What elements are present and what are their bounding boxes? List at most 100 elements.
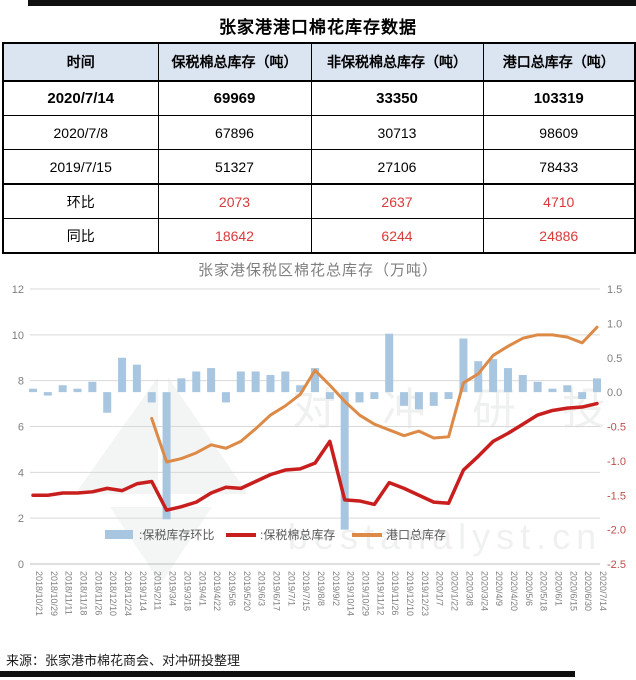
bar [103,392,112,413]
x-axis-label: 2019/3/18 [182,571,192,611]
bar [459,338,468,393]
bar [533,381,542,393]
bar [192,371,201,393]
column-header: 港口总库存（吨） [482,42,636,82]
bar [207,368,216,393]
bar [236,371,245,393]
bar [221,392,230,403]
table-row: 2020/7/14 69969 33350 103319 [2,80,636,116]
bar [340,392,349,530]
bar [578,392,587,399]
legend-label: :保税库存环比 [139,527,214,542]
x-axis-label: 2019/4/22 [212,571,222,611]
x-axis-label: 2019/5/20 [242,571,252,611]
x-axis-label: 2020/1/7 [435,571,445,606]
x-axis-label: 2020/3/24 [479,571,489,611]
x-axis-label: 2019/6/17 [271,571,281,611]
row-label: 2020/7/14 [2,80,159,116]
table-cell: 78433 [482,149,636,185]
table-cell: 6244 [310,218,484,254]
table-cell: 98609 [482,115,636,150]
x-axis-label: 2019/7/1 [286,571,296,606]
line-series [31,401,599,512]
x-axis-label: 2018/12/10 [108,571,118,616]
bar [177,378,186,393]
table-cell: 2637 [310,183,484,219]
table-cell: 27106 [310,149,484,185]
legend-label: 港口总库存 [386,527,446,542]
bar-series [29,333,601,530]
column-header: 保税棉总库存（吨） [157,42,312,82]
bar [281,371,290,393]
chart-title: 张家港保税区棉花总库存（万吨） [198,262,438,279]
x-axis-label: 2020/6/15 [568,571,578,611]
x-axis-label: 2019/11/26 [390,571,400,615]
bar [162,392,171,520]
bar [400,392,409,406]
inventory-table: 时间 保税棉总库存（吨） 非保税棉总库存（吨） 港口总库存（吨） 2020/7/14 6… [2,42,636,254]
table-cell: 51327 [157,149,312,185]
table-row: 2019/7/15 51327 27106 78433 [2,149,636,185]
bar [58,385,67,393]
row-label: 2019/7/15 [2,149,159,185]
page-title: 张家港港口棉花库存数据 [219,18,417,37]
x-axis-label: 2020/4/20 [509,571,519,611]
right-axis-tick: 1.0 [607,318,622,330]
table-cell: 103319 [482,80,636,116]
x-axis-label: 2019/6/3 [257,571,267,606]
bar [593,378,601,393]
x-axis-label: 2020/4/9 [494,571,504,606]
bar [518,374,527,393]
bar [414,392,423,410]
x-axis-label: 2018/10/29 [49,571,59,616]
bar [296,385,305,393]
x-axis-label: 2019/12/23 [420,571,430,616]
right-axis-tick: 0.0 [607,387,622,399]
x-axis-label: 2019/7/15 [301,571,311,611]
bar [548,388,557,393]
x-axis-label: 2019/4/1 [197,571,207,606]
x-axis-label: 2020/6/30 [583,571,593,611]
table-cell: 2073 [157,183,312,219]
x-axis-label: 2019/9/2 [331,571,341,606]
x-axis-label: 2020/5/6 [524,571,534,606]
bar [29,388,37,393]
bar [325,392,334,399]
chart-legend: :保税库存环比:保税棉总库存 港口总库存 [105,527,446,542]
table-cell: 33350 [310,80,484,116]
bar [147,392,156,403]
x-axis-label: 2019/8/8 [316,571,326,606]
column-header: 非保税棉总库存（吨） [310,42,484,82]
right-axis-tick: 0.5 [607,353,622,365]
x-axis-label: 2019/12/10 [405,571,415,616]
svg-text:bestanalyst.cn: bestanalyst.cn [288,516,602,557]
table-header-row: 时间 保税棉总库存（吨） 非保税棉总库存（吨） 港口总库存（吨） [2,42,636,82]
x-axis-label: 2018/10/21 [34,571,44,616]
x-axis-label: 2019/11/12 [375,571,385,615]
row-label: 同比 [2,218,159,254]
right-axis-tick: -2.5 [607,559,626,571]
table-cell: 4710 [482,183,636,219]
legend-bar-swatch [105,530,133,539]
bar [489,359,498,393]
inventory-chart: 对冲研投bestanalyst.cn张家港保税区棉花总库存（万吨）0246810… [12,262,626,616]
x-axis-label: 2019/2/11 [153,571,163,610]
left-axis-tick: 8 [18,376,24,388]
x-axis-label: 2019/10/29 [361,571,371,616]
right-axis-tick: -0.5 [607,422,626,434]
x-axis-label: 2019/1/14 [138,571,148,611]
table-cell: 67896 [157,115,312,150]
table-cell: 69969 [157,80,312,116]
left-axis-tick: 2 [18,513,24,525]
bar [251,371,260,393]
bar [118,357,127,393]
right-axis-tick: -1.0 [607,456,626,468]
row-label: 环比 [2,183,159,219]
x-axis-label: 2018/11/11 [64,571,74,615]
x-axis-label: 2020/5/18 [539,571,549,611]
table-row: 同比 18642 6244 24886 [2,218,636,254]
watermark-logo [75,377,248,584]
x-axis-label: 2020/1/22 [450,571,460,611]
right-axis-tick: -1.5 [607,490,626,502]
left-axis-tick: 0 [18,559,24,571]
